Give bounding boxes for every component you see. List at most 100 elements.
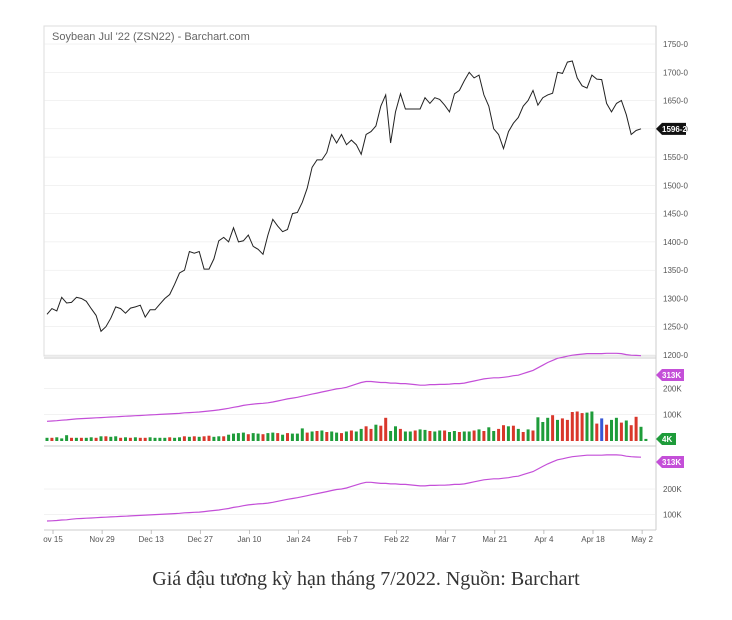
volume-bars <box>45 411 648 441</box>
volume-bar <box>94 437 98 441</box>
volume-bar <box>433 431 437 441</box>
volume-bar <box>531 430 535 441</box>
x-axis: ov 15 Nov 29 Dec 13 Dec 27 Jan 10 Jan 24 Feb 7… <box>43 530 654 544</box>
chart-title: Soybean Jul '22 (ZSN22) - Barchart.com <box>52 31 250 43</box>
volume-bar <box>511 425 515 441</box>
volume-bar <box>197 436 201 441</box>
x-tick-label: Apr 4 <box>534 535 554 544</box>
volume-bar <box>45 437 49 441</box>
volume-bar <box>70 437 73 441</box>
volume-bar <box>276 433 280 441</box>
volume-bar <box>261 434 265 441</box>
volume-bar <box>290 433 294 441</box>
volume-bar <box>89 437 93 441</box>
volume-bar <box>521 432 525 441</box>
price-series-line <box>46 60 642 333</box>
volume-bar <box>487 427 491 441</box>
volume-bar <box>639 426 643 441</box>
volume-bar <box>428 431 432 441</box>
volume-bar <box>394 426 397 441</box>
volume-bar <box>575 411 579 441</box>
volume-bar <box>354 431 358 441</box>
volume-bar <box>305 432 309 441</box>
volume-bar <box>163 437 167 441</box>
volume-bar <box>202 436 206 441</box>
volume-bar <box>418 429 422 441</box>
x-tick-label: ov 15 <box>43 535 63 544</box>
volume-bar <box>281 434 285 441</box>
x-tick-label: Dec 13 <box>139 535 165 544</box>
price-tick-label: 1350-0 <box>663 266 688 275</box>
volume-bar <box>374 424 378 441</box>
volume-bar <box>50 437 54 441</box>
oi-tick-label: 200K <box>663 485 682 494</box>
volume-bar <box>55 437 59 441</box>
volume-bar <box>457 432 461 441</box>
volume-bar <box>526 429 530 441</box>
x-tick-label: May 2 <box>631 535 653 544</box>
volume-bar <box>413 430 417 441</box>
price-tick-label: 1400-0 <box>663 238 688 247</box>
price-tick-label: 1200-0 <box>663 351 688 360</box>
volume-bar <box>389 431 393 441</box>
volume-bar <box>438 430 442 441</box>
volume-bar <box>467 431 471 441</box>
open-interest-y-axis: 200K 100K <box>44 485 682 520</box>
volume-bar <box>266 433 270 441</box>
volume-bar <box>585 412 589 441</box>
price-tick-label: 1750-0 <box>663 40 688 49</box>
volume-bar <box>398 428 402 441</box>
x-tick-label: Dec 27 <box>188 535 214 544</box>
volume-bar <box>408 431 412 441</box>
volume-bar <box>143 437 147 441</box>
volume-bar <box>452 431 456 441</box>
last-price-tag: 1596-2 <box>656 122 687 135</box>
volume-bar <box>506 426 510 441</box>
price-tick-label: 1650-0 <box>663 97 688 106</box>
volume-bar <box>379 425 383 441</box>
volume-bar <box>472 430 476 441</box>
volume-bar <box>310 431 314 441</box>
volume-bar <box>359 428 363 441</box>
volume-bar <box>128 437 132 441</box>
volume-bar <box>178 437 181 441</box>
volume-bar <box>344 431 348 441</box>
volume-bar <box>222 436 226 441</box>
volume-bar <box>133 437 137 441</box>
volume-bar <box>565 419 569 441</box>
volume-bar <box>124 437 127 441</box>
volume-bar <box>320 430 324 441</box>
volume-bar <box>497 428 501 441</box>
volume-bar <box>482 431 486 441</box>
volume-bar <box>536 417 540 441</box>
x-tick-label: Feb 22 <box>384 535 409 544</box>
oi-tick-label: 100K <box>663 511 682 520</box>
volume-bar <box>492 431 496 441</box>
volume-bar <box>644 438 648 441</box>
volume-bar <box>192 436 196 441</box>
volume-bar <box>624 420 628 441</box>
volume-bar <box>541 422 545 441</box>
x-tick-label: Jan 24 <box>286 535 311 544</box>
volume-bar <box>217 436 221 441</box>
volume-bar <box>295 433 299 441</box>
volume-bar <box>590 411 594 441</box>
volume-tag: 4K <box>656 433 676 445</box>
oi-tag-label-2: 313K <box>662 458 681 467</box>
volume-bar <box>369 428 373 441</box>
volume-bar <box>232 433 235 441</box>
volume-bar <box>364 426 368 441</box>
volume-bar <box>79 437 83 441</box>
price-panel-frame <box>43 25 657 357</box>
volume-bar <box>212 436 216 441</box>
volume-bar <box>187 436 191 441</box>
oi-tag-oi-panel: 313K <box>656 456 684 468</box>
volume-tick-label: 100K <box>663 411 682 420</box>
volume-bar <box>605 424 609 441</box>
volume-bar <box>158 437 162 441</box>
volume-panel-oi-line <box>46 352 642 422</box>
volume-bar <box>614 417 618 441</box>
volume-bar <box>384 417 388 441</box>
x-tick-label: Feb 7 <box>337 535 358 544</box>
volume-bar <box>403 431 407 441</box>
